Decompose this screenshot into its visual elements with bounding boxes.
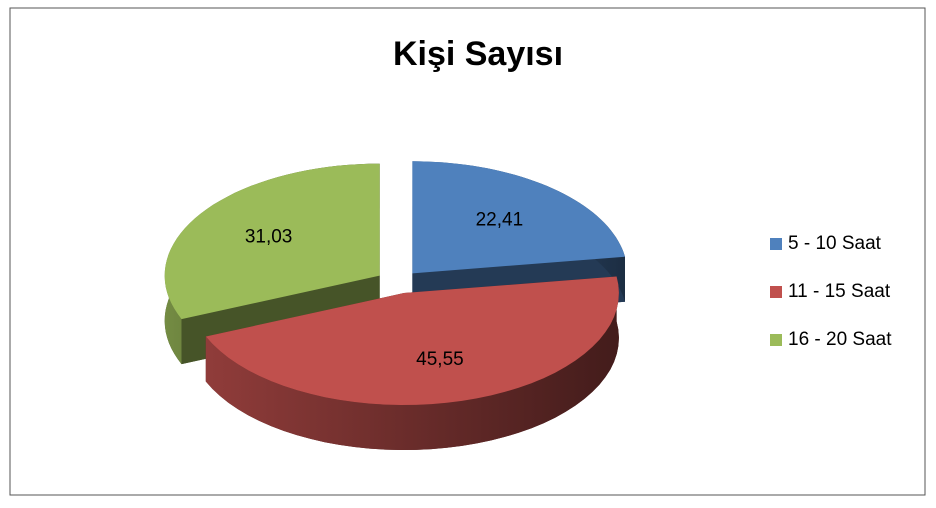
legend-label: 5 - 10 Saat — [788, 233, 882, 254]
legend-swatch — [770, 334, 782, 346]
pie-slice — [164, 163, 380, 320]
data-label: 22,41 — [476, 210, 524, 231]
data-label: 45,55 — [416, 349, 464, 370]
legend-label: 16 - 20 Saat — [788, 329, 892, 350]
slice-wall — [205, 276, 619, 450]
pie-slice — [412, 161, 625, 274]
pie-slice — [205, 276, 619, 405]
chart-title: Kişi Sayısı — [393, 35, 563, 73]
slice: 45,55 — [205, 276, 619, 450]
legend-label: 11 - 15 Saat — [788, 281, 891, 302]
data-label: 31,03 — [245, 226, 293, 247]
legend-swatch — [770, 286, 782, 298]
legend-swatch — [770, 238, 782, 250]
